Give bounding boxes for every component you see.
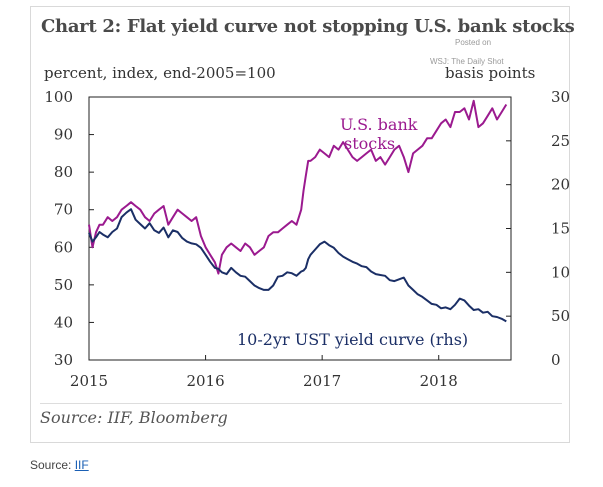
watermark-source: WSJ: The Daily Shot	[430, 57, 504, 66]
right-tick-label: 100	[551, 263, 571, 281]
chart-source: Source: IIF, Bloomberg	[40, 408, 228, 427]
left-tick-label: 40	[54, 313, 73, 331]
x-tick-label: 2016	[186, 372, 224, 390]
right-axis-label: basis points	[445, 64, 536, 82]
left-tick-label: 50	[54, 276, 73, 294]
left-tick-label: 60	[54, 238, 73, 256]
left-tick-label: 30	[54, 351, 73, 369]
left-tick-label: 90	[54, 126, 73, 144]
left-tick-label: 80	[54, 163, 73, 181]
divider	[40, 403, 562, 404]
right-tick-label: 50	[551, 307, 570, 325]
chart-card: Chart 2: Flat yield curve not stopping U…	[30, 6, 575, 443]
right-tick-label: 300	[551, 88, 571, 106]
series-layer	[88, 99, 508, 323]
bank-stocks-line	[88, 99, 508, 275]
right-tick-label: 200	[551, 176, 571, 194]
annotation-bank-line1: U.S. bank	[340, 115, 418, 134]
iif-link[interactable]: IIF	[74, 458, 89, 472]
x-tick-label: 2015	[70, 372, 108, 390]
chart-title: Chart 2: Flat yield curve not stopping U…	[41, 16, 575, 37]
right-tick-label: 150	[551, 220, 571, 238]
annotation-yield-curve: 10-2yr UST yield curve (rhs)	[237, 330, 468, 349]
right-tick-label: 250	[551, 132, 571, 150]
left-tick-label: 70	[54, 201, 73, 219]
left-tick-label: 100	[44, 88, 73, 106]
line-chart: 30 40 50 60 70 80 90 100 0 50 100 150 200 250 300 2015 2…	[44, 88, 571, 390]
left-axis-label: percent, index, end-2005=100	[44, 64, 276, 82]
page-source: Source: IIF	[30, 458, 89, 472]
page-source-prefix: Source:	[30, 458, 75, 472]
axes-layer: 30 40 50 60 70 80 90 100 0 50 100 150 200 250 300 2015 2…	[44, 88, 571, 390]
yield-curve-line	[88, 208, 507, 323]
right-tick-label: 0	[551, 351, 561, 369]
x-tick-label: 2017	[303, 372, 341, 390]
annotation-bank-line2: stocks	[344, 134, 395, 153]
x-tick-label: 2018	[420, 372, 458, 390]
watermark-posted-on: Posted on	[455, 38, 492, 47]
